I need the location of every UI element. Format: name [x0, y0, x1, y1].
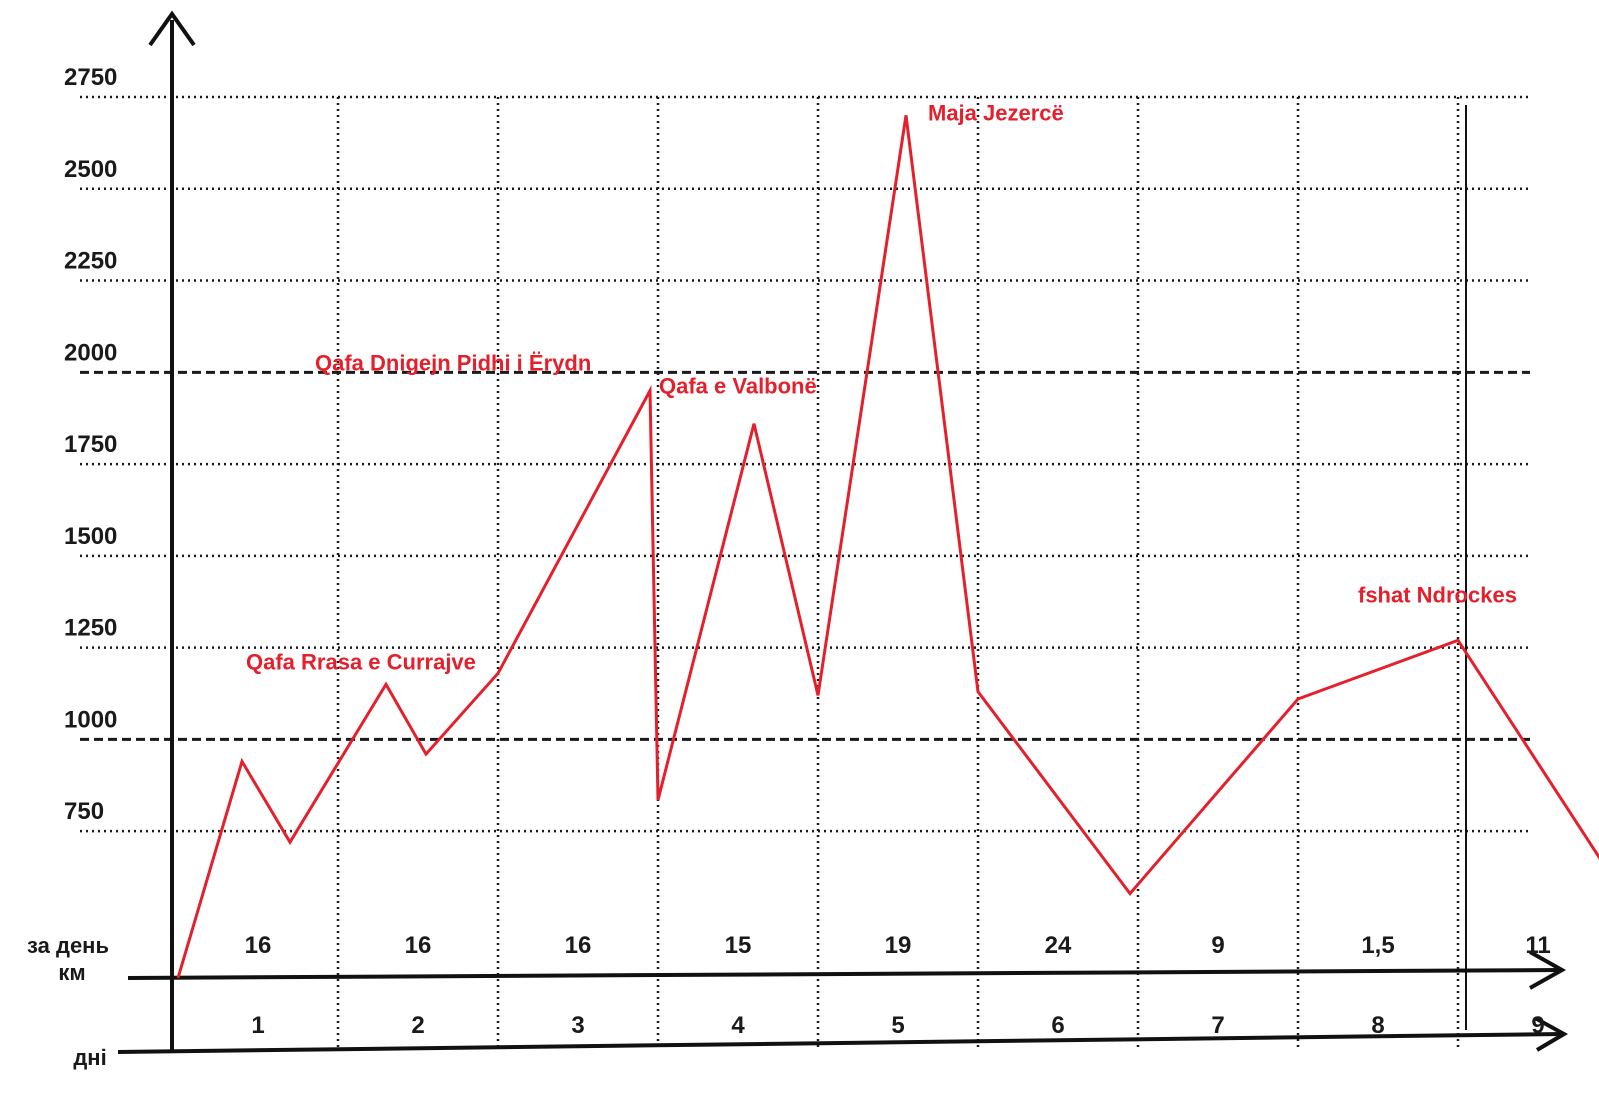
km-per-day-label-2: 16	[405, 932, 432, 959]
day-label-9: 9	[1531, 1012, 1544, 1039]
km-axis-arrow	[1529, 950, 1567, 990]
km-per-day-label-3: 16	[565, 932, 592, 959]
km-per-day-label-8: 1,5	[1361, 932, 1394, 959]
km-per-day-label-6: 24	[1045, 932, 1072, 959]
place-annotation-5: fshat Ndrockes	[1358, 582, 1517, 607]
y-tick-label-1000: 1000	[64, 706, 117, 733]
day-label-1: 1	[251, 1012, 264, 1039]
km-per-day-label-4: 15	[725, 932, 752, 959]
y-tick-label-1250: 1250	[64, 615, 117, 642]
y-axis-arrow	[148, 10, 196, 47]
place-annotation-1: Qafa Rrasa e Currajve	[246, 649, 476, 674]
place-annotation-2: Qafa Dnigejn Pidhi i Ërydn	[315, 351, 591, 376]
axes-layer	[117, 10, 1569, 1054]
day-label-2: 2	[411, 1012, 424, 1039]
y-tick-label-2500: 2500	[64, 156, 117, 183]
day-label-3: 3	[571, 1012, 584, 1039]
day-label-6: 6	[1051, 1012, 1064, 1039]
place-annotation-3: Qafa e Valbonë	[659, 374, 817, 399]
days-row-label: дні	[73, 1045, 106, 1070]
km-axis	[127, 968, 1561, 980]
grid-layer	[80, 95, 1530, 1050]
y-tick-label-2750: 2750	[64, 64, 117, 91]
km-per-day-label-7: 9	[1211, 932, 1224, 959]
km-row-label-line-2: км	[58, 960, 85, 985]
y-tick-label-2000: 2000	[64, 339, 117, 366]
y-tick-label-1750: 1750	[64, 431, 117, 458]
km-row-label-line-1: за день	[27, 933, 109, 958]
elevation-line-layer	[176, 115, 1599, 979]
km-per-day-label-1: 16	[245, 932, 272, 959]
day-label-7: 7	[1211, 1012, 1224, 1039]
y-tick-label-750: 750	[64, 798, 104, 825]
day-label-5: 5	[891, 1012, 904, 1039]
place-annotation-4: Maja Jezercë	[928, 100, 1064, 125]
day-label-4: 4	[731, 1012, 745, 1039]
y-tick-label-1500: 1500	[64, 523, 117, 550]
km-per-day-label-9: 11	[1525, 932, 1550, 959]
elevation-series-line	[176, 115, 1599, 979]
days-axis-arrow	[1534, 1016, 1569, 1052]
days-axis	[117, 1032, 1563, 1054]
km-per-day-label-5: 19	[885, 932, 912, 959]
day-label-8: 8	[1371, 1012, 1384, 1039]
y-tick-label-2250: 2250	[64, 248, 117, 275]
